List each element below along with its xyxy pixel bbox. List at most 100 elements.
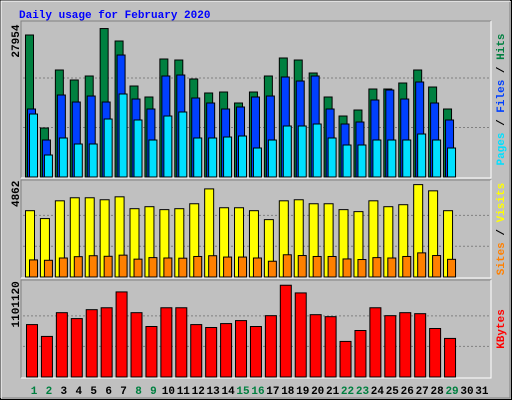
bar: [267, 260, 277, 278]
x-tick-label: 6: [105, 386, 112, 398]
legend-entry: KBytes: [496, 309, 508, 349]
bar: [447, 258, 457, 278]
bar: [297, 125, 307, 178]
bar: [43, 154, 53, 178]
y-tick-label: 27954: [11, 24, 23, 57]
bar: [148, 257, 158, 278]
bar: [118, 93, 128, 178]
bar: [43, 259, 53, 278]
bar: [130, 312, 143, 378]
bar: [294, 292, 307, 378]
bar: [29, 259, 38, 278]
x-tick-label: 9: [150, 386, 157, 398]
bar: [282, 125, 292, 178]
bar: [354, 330, 367, 378]
x-tick-label: 28: [431, 386, 445, 398]
bar: [399, 312, 412, 378]
panel-bevel: [20, 279, 491, 378]
bar: [88, 255, 98, 278]
chart-title: Daily usage for February 2020: [19, 10, 210, 22]
panel-bevel: [21, 180, 492, 279]
bar: [357, 144, 367, 178]
bar: [190, 324, 203, 378]
bar: [118, 254, 128, 278]
bar: [55, 312, 68, 378]
bar: [327, 255, 337, 278]
bar: [447, 147, 457, 178]
x-tick-label: 24: [371, 386, 385, 398]
bar: [238, 256, 248, 278]
bar: [252, 257, 262, 278]
bar: [193, 137, 203, 178]
bar: [220, 323, 233, 378]
bar: [369, 307, 382, 378]
x-tick-label: 21: [326, 386, 340, 398]
bar: [73, 256, 83, 278]
bar: [85, 309, 98, 378]
bar: [205, 327, 218, 378]
legend: Pages / Files / Hits: [496, 33, 508, 165]
bar: [387, 257, 397, 278]
bar: [238, 135, 248, 178]
bar: [163, 257, 173, 278]
bar: [163, 115, 173, 178]
bar: [432, 139, 442, 178]
bar: [103, 118, 113, 178]
panel-bevel: [20, 179, 491, 278]
x-tick-label: 31: [475, 386, 489, 398]
y-tick-label: 1101120: [11, 281, 23, 327]
bar: [58, 257, 68, 278]
x-tick-label: 12: [192, 386, 205, 398]
legend-entry: Hits: [496, 33, 508, 59]
bar: [133, 258, 143, 278]
bar: [100, 307, 113, 378]
bar: [88, 143, 98, 178]
x-tick-label: 8: [135, 386, 142, 398]
bar: [58, 137, 68, 178]
bar: [133, 119, 143, 178]
x-tick-label: 25: [386, 386, 400, 398]
bar: [178, 111, 188, 178]
bar: [342, 258, 352, 278]
x-tick-label: 23: [356, 386, 370, 398]
legend-entry: Pages: [496, 133, 508, 166]
legend-separator: /: [496, 222, 508, 242]
bar: [387, 139, 397, 178]
bar: [208, 255, 218, 278]
bar: [73, 143, 83, 178]
x-tick-label: 14: [221, 386, 235, 398]
bar: [327, 137, 337, 178]
bar: [70, 318, 83, 378]
x-tick-label: 7: [120, 386, 127, 398]
x-tick-label: 30: [460, 386, 473, 398]
x-tick-label: 4: [75, 386, 82, 398]
bar: [417, 252, 427, 278]
panel-bevel: [20, 20, 491, 178]
bar: [264, 315, 277, 378]
legend-entry: Sites: [496, 242, 508, 275]
bar: [417, 133, 427, 178]
bar: [115, 291, 128, 378]
bar: [178, 257, 188, 278]
x-tick-label: 1: [31, 386, 38, 398]
bar: [357, 259, 367, 278]
bar: [402, 255, 412, 278]
x-tick-label: 27: [416, 386, 429, 398]
bar: [29, 113, 38, 178]
bar: [175, 307, 188, 378]
x-tick-label: 18: [281, 386, 295, 398]
x-tick-label: 2: [46, 386, 53, 398]
bar: [432, 255, 442, 278]
x-tick-label: 20: [311, 386, 324, 398]
panel-bevel: [21, 21, 492, 179]
x-tick-label: 22: [341, 386, 354, 398]
x-tick-label: 3: [61, 386, 68, 398]
x-tick-label: 26: [401, 386, 414, 398]
legend-separator: /: [496, 113, 508, 133]
bar: [148, 139, 158, 178]
bar: [208, 137, 218, 178]
legend: Sites / Visits: [496, 183, 508, 275]
bar: [372, 139, 382, 178]
